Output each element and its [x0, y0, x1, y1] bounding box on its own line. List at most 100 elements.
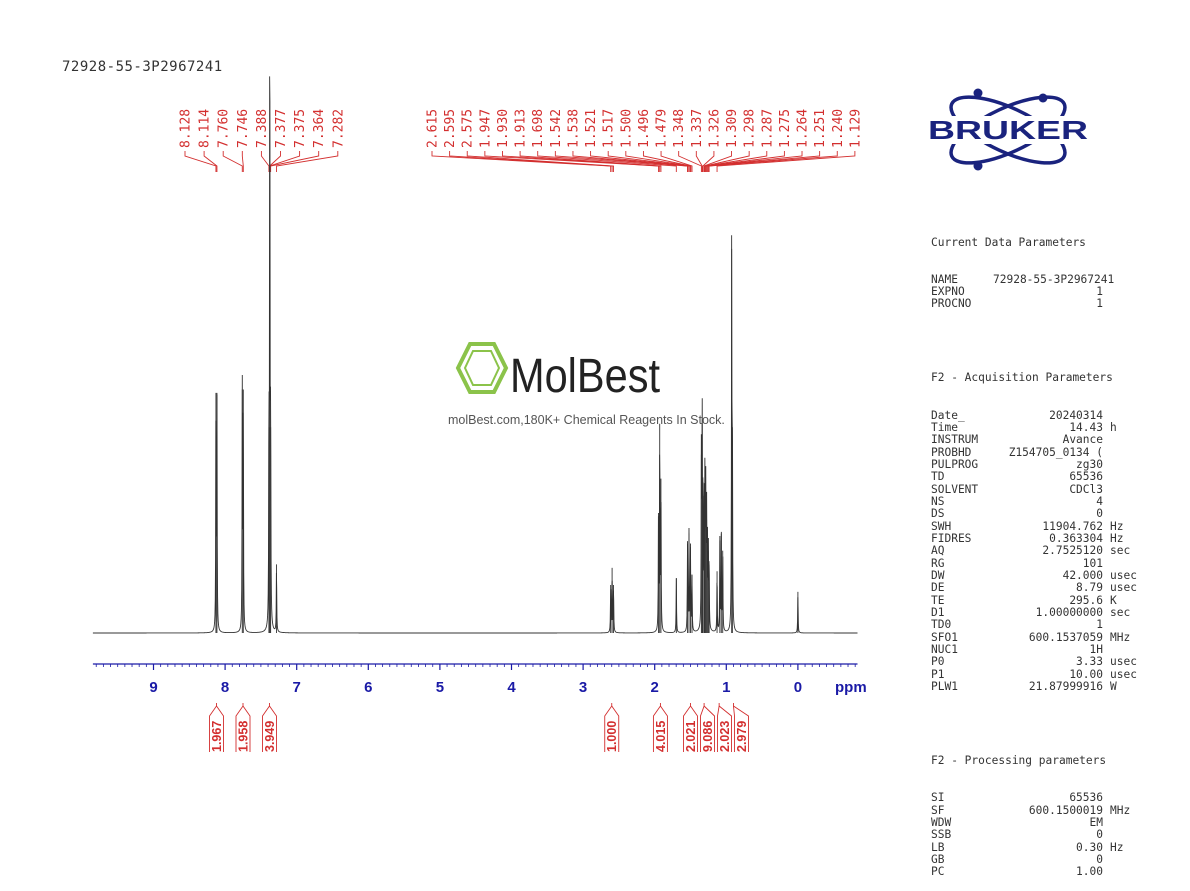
peak-label-leader: [705, 151, 768, 172]
integral-bracket: [235, 703, 244, 752]
param-name: NS: [931, 494, 945, 508]
param-name: PROCNO: [931, 297, 972, 311]
param-value: EM: [1089, 815, 1103, 829]
molbest-logo: MolBest: [455, 342, 660, 403]
peak-label: 1.542: [549, 109, 564, 148]
param-name: PLW1: [931, 680, 958, 694]
integral-bracket: [683, 703, 691, 752]
param-name: WDW: [931, 815, 952, 829]
peak-label: 1.287: [760, 109, 775, 148]
param-row: SI 65536: [931, 791, 1137, 805]
param-row: LB 0.30 Hz: [931, 840, 1137, 854]
param-unit: MHz: [1110, 630, 1131, 644]
peak-label-leader: [537, 151, 677, 172]
peak-label: 2.575: [461, 109, 476, 148]
param-value: 11904.762: [1042, 519, 1103, 533]
integral-value: 1.967: [210, 721, 224, 752]
x-tick-label: 6: [364, 679, 372, 696]
param-value: 600.1500019: [1028, 803, 1103, 817]
param-value: 20240314: [1049, 408, 1103, 422]
param-row: WDW EM: [931, 815, 1137, 829]
param-row: EXPNO 1: [931, 285, 1137, 298]
x-tick-label: 1: [722, 679, 730, 696]
peak-label: 7.388: [255, 109, 270, 148]
param-name: SOLVENT: [931, 482, 979, 496]
param-row: DW 42.000 usec: [931, 569, 1137, 582]
spectrum-trace-layer: [92, 76, 858, 634]
peak-label-leader: [703, 151, 732, 172]
peak-label-leader: [449, 151, 613, 172]
peak-label-leader: [270, 151, 320, 172]
peak-label: 7.375: [293, 109, 308, 148]
param-unit: Hz: [1110, 519, 1124, 533]
param-value: 65536: [1069, 791, 1103, 805]
peak-label-leader: [484, 151, 659, 172]
param-row: PC 1.00: [931, 865, 1137, 879]
integral-layer: 1.967 1.958 3.949 1.000 4.015 2.021 9.086 2.023…: [209, 703, 749, 752]
param-row: SSB 0: [931, 828, 1137, 842]
peak-label-leader: [431, 151, 612, 172]
param-name: TD0: [931, 618, 952, 632]
peak-label: 1.913: [514, 109, 529, 148]
param-value: Z154705_0134 (: [1008, 445, 1103, 459]
peak-label: 1.337: [690, 109, 705, 148]
param-value: 1.00: [1076, 865, 1103, 879]
param-row: GB 0: [931, 853, 1137, 866]
peak-label: 1.275: [778, 109, 793, 148]
integral-bracket: [690, 705, 698, 752]
peak-label: 1.479: [655, 109, 670, 148]
param-row: Date_ 20240314: [931, 408, 1137, 422]
peak-label: 7.760: [217, 109, 232, 148]
param-name: D1: [931, 606, 945, 619]
param-row: Time 14.43 h: [931, 420, 1137, 434]
x-tick-label: 0: [794, 679, 802, 696]
integral-bracket: [733, 705, 749, 752]
param-value: 1H: [1089, 643, 1103, 657]
peak-label: 1.930: [496, 109, 511, 148]
peak-label: 7.746: [236, 109, 251, 148]
peak-label-leader: [642, 151, 692, 172]
param-row: SOLVENT CDCl3: [931, 482, 1137, 496]
param-header-current: Current Data Parameters: [931, 235, 1086, 249]
param-header-proc: F2 - Processing parameters: [931, 754, 1107, 768]
param-row: TE 295.6 K: [931, 594, 1137, 607]
bruker-logo: BRUKER: [922, 84, 1094, 176]
param-name: P0: [931, 655, 945, 669]
param-row: PROBHD Z154705_0134 (: [931, 445, 1137, 459]
param-name: Time: [931, 420, 958, 434]
param-name: FIDRES: [931, 531, 972, 545]
param-unit: Hz: [1110, 840, 1124, 854]
param-name: PROBHD: [931, 445, 972, 459]
peak-label-leader: [572, 151, 689, 172]
integral-value: 4.015: [654, 721, 668, 752]
peak-label-leader: [660, 151, 693, 172]
param-group-proc: SI 65536 SF 600.1500019 MHz WDW EM SSB 0 LB 0.30 Hz…: [931, 791, 1137, 879]
param-name: AQ: [931, 544, 945, 558]
param-row: D1 1.00000000 sec: [931, 606, 1137, 619]
watermark-caption: molBest.com,180K+ Chemical Reagents In S…: [448, 413, 725, 427]
integral-bracket: [269, 705, 277, 752]
peak-label-leader: [203, 151, 218, 172]
param-name: DE: [931, 581, 945, 595]
param-group-current: NAME 72928-55-3P2967241 EXPNO 1 PROCNO 1: [931, 273, 1137, 311]
param-name: SF: [931, 803, 945, 817]
param-row: NS 4: [931, 494, 1137, 508]
peak-label-leader: [607, 151, 690, 172]
peak-label: 7.282: [331, 109, 346, 148]
x-tick-label: 5: [436, 679, 444, 696]
param-value: 1: [1096, 297, 1103, 311]
param-unit: MHz: [1110, 803, 1131, 817]
integral-bracket: [733, 703, 735, 752]
param-row: RG 101: [931, 557, 1137, 570]
param-value: Avance: [1062, 433, 1103, 447]
param-row: NAME 72928-55-3P2967241: [931, 273, 1137, 286]
param-name: SSB: [931, 828, 952, 842]
integral-bracket: [611, 705, 620, 752]
param-value: 1.00000000: [1035, 606, 1103, 619]
integral-value: 1.958: [237, 721, 251, 752]
peak-label: 2.615: [426, 109, 441, 148]
integral-bracket: [718, 705, 732, 752]
param-value: 600.1537059: [1028, 630, 1103, 644]
integral-value: 2.023: [718, 721, 732, 752]
param-value: CDCl3: [1069, 482, 1103, 496]
